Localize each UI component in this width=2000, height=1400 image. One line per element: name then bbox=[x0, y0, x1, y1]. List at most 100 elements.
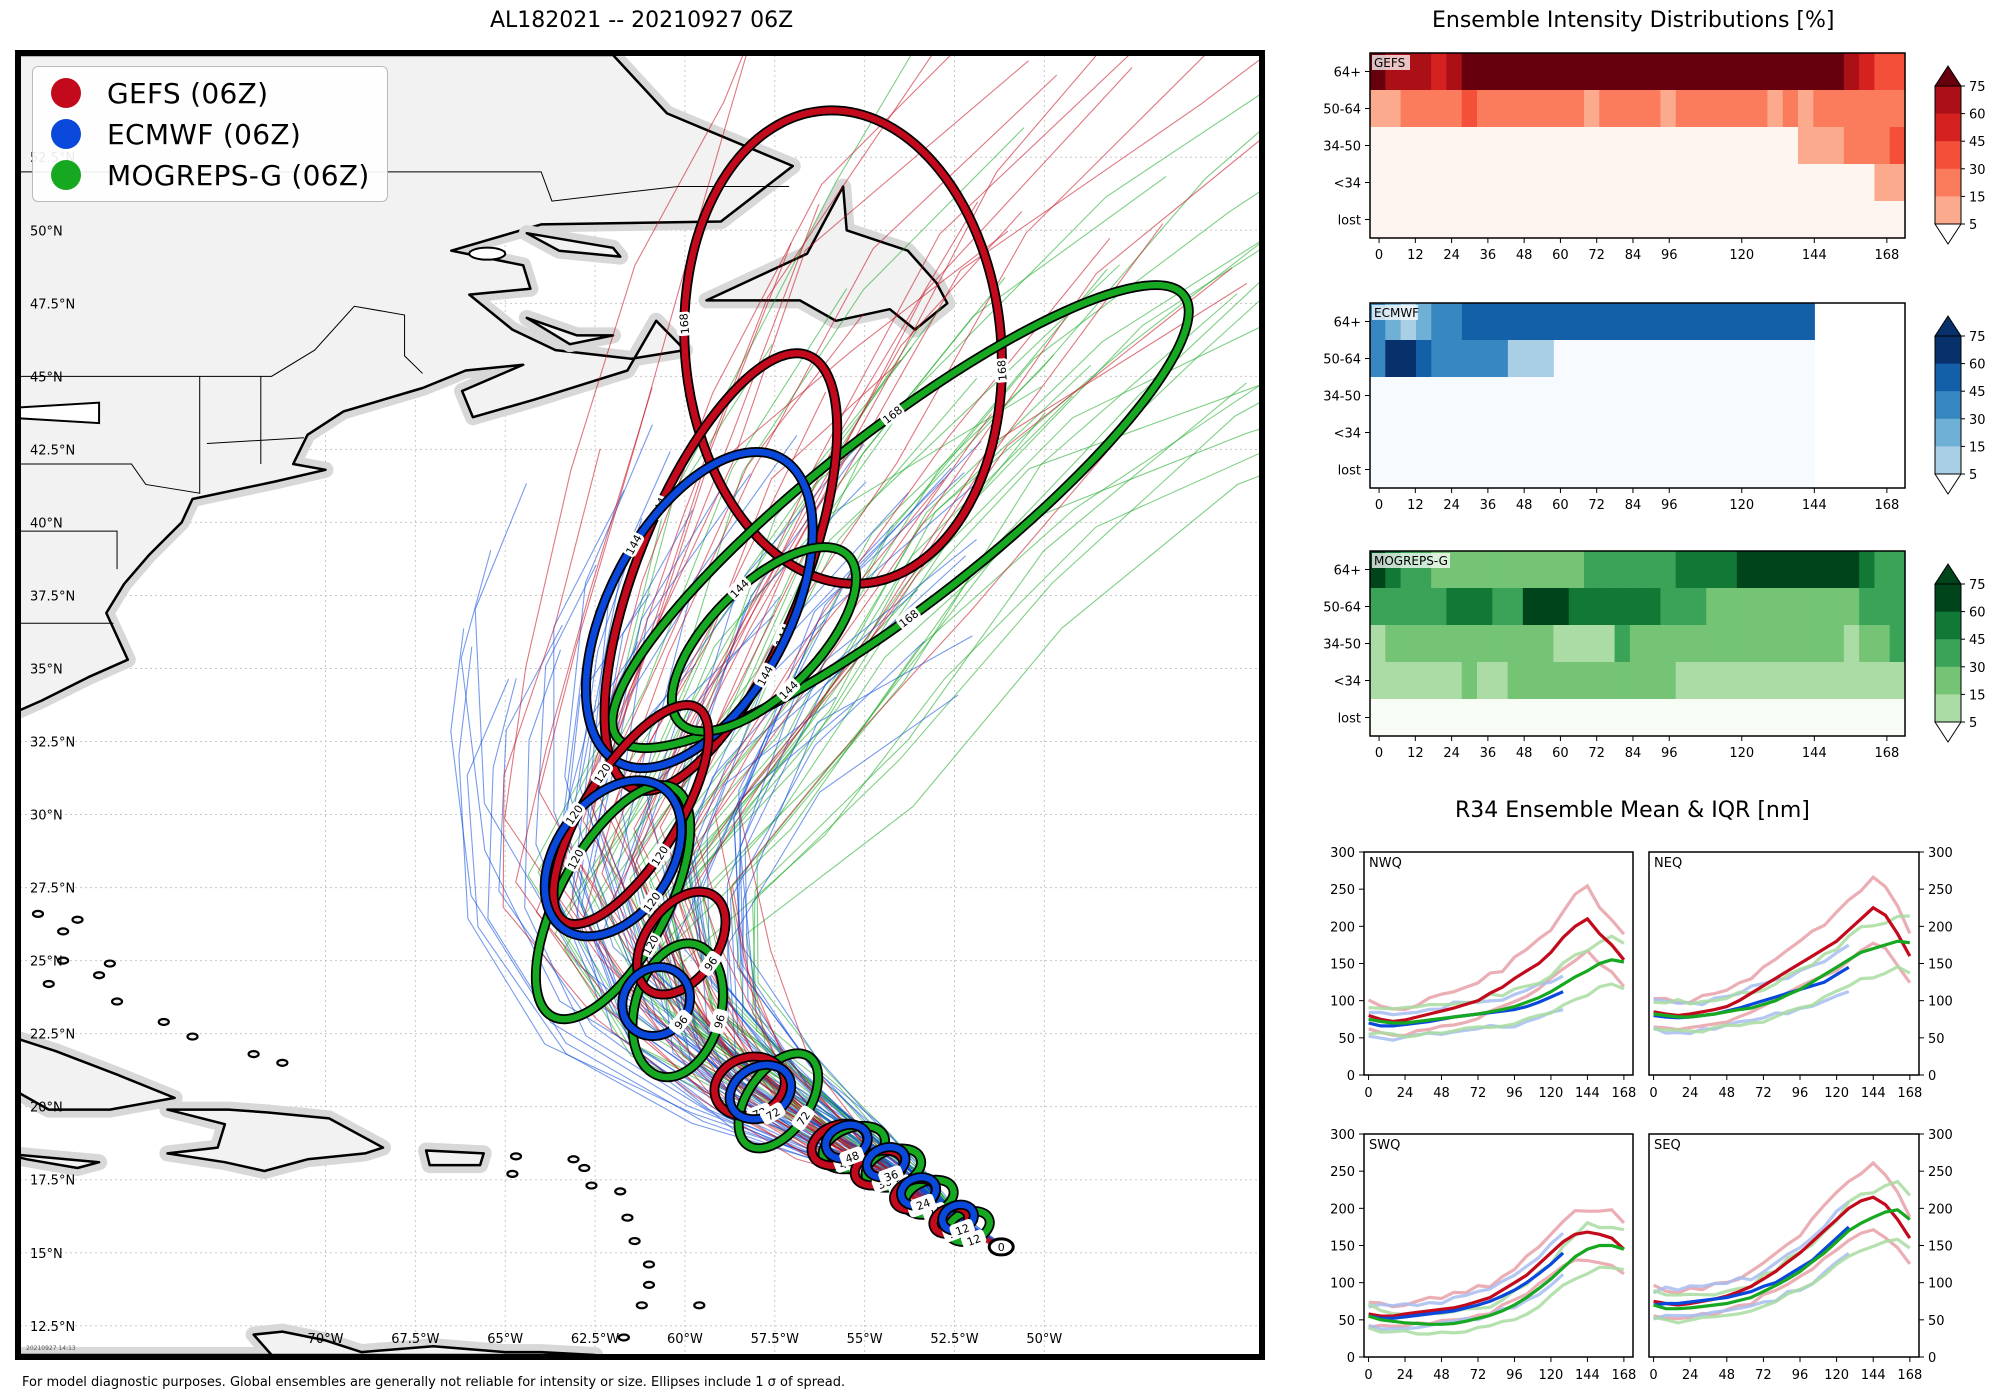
heat-cell bbox=[1431, 303, 1448, 341]
lat-label: 37.5°N bbox=[30, 589, 75, 604]
r34-x-tick-label: 72 bbox=[1470, 1086, 1487, 1101]
heat-cell bbox=[1721, 625, 1738, 663]
heat-cell bbox=[1752, 53, 1769, 91]
r34-y-tick-label: 300 bbox=[1928, 1128, 1953, 1143]
r34-y-tick-label: 250 bbox=[1330, 1165, 1355, 1180]
heat-cell bbox=[1492, 551, 1509, 589]
heat-cell bbox=[1370, 414, 1386, 452]
heat-cell bbox=[1889, 588, 1906, 626]
heat-cell bbox=[1661, 377, 1678, 415]
colorbar-tick-label: 30 bbox=[1969, 413, 1986, 428]
x-tick-label: 36 bbox=[1480, 248, 1497, 263]
heat-cell bbox=[1629, 551, 1646, 589]
r34-x-tick-label: 120 bbox=[1539, 1368, 1564, 1383]
tau-label-ecmwf: 72 bbox=[760, 1102, 786, 1125]
r34-mean-mogreps bbox=[1653, 1208, 1911, 1311]
heat-cell bbox=[1753, 340, 1769, 378]
heat-cell bbox=[1615, 303, 1632, 341]
land-hispaniola bbox=[166, 1108, 385, 1173]
heat-cell bbox=[1385, 699, 1402, 737]
heat-cell bbox=[1630, 451, 1647, 489]
tau-label-bg bbox=[668, 1009, 693, 1035]
heat-cell bbox=[1889, 625, 1906, 663]
ellipse-ring bbox=[668, 543, 860, 735]
heat-cell bbox=[1813, 127, 1830, 165]
heat-cell bbox=[1722, 414, 1739, 452]
r34-y-tick-label: 150 bbox=[1330, 958, 1355, 973]
heat-cell bbox=[1538, 90, 1555, 128]
r34-y-tick-label: 300 bbox=[1330, 1128, 1355, 1143]
heat-cell bbox=[1783, 414, 1800, 452]
heat-cell bbox=[1477, 414, 1494, 452]
legend-label-mogreps: MOGREPS-G (06Z) bbox=[107, 158, 370, 192]
heat-cell bbox=[1553, 303, 1570, 341]
row-label: 64+ bbox=[1334, 564, 1361, 579]
tau-label-text: 168 bbox=[677, 313, 692, 335]
heat-cell bbox=[1828, 588, 1845, 626]
land-island bbox=[617, 1333, 630, 1342]
heat-cell bbox=[1385, 127, 1402, 165]
heat-cell bbox=[1431, 451, 1448, 489]
heat-cell bbox=[1736, 127, 1753, 165]
colorbar-extend-top bbox=[1934, 315, 1962, 337]
r34-y-tick-label: 50 bbox=[1338, 1314, 1355, 1329]
heat-cell bbox=[1584, 699, 1600, 737]
border-us-canada bbox=[20, 305, 423, 377]
heat-cell bbox=[1721, 90, 1738, 128]
heat-cell bbox=[1492, 340, 1509, 378]
heat-cell bbox=[1538, 377, 1555, 415]
r34-iqr-low-ecmwf bbox=[1368, 1273, 1565, 1331]
r34-mean-mogreps bbox=[1653, 939, 1910, 1019]
land-island bbox=[506, 1169, 519, 1178]
land-island bbox=[42, 979, 55, 989]
x-tick-label: 168 bbox=[1874, 498, 1899, 513]
map-legend: GEFS (06Z) ECMWF (06Z) MOGREPS-G (06Z) bbox=[32, 66, 388, 202]
heat-cell bbox=[1400, 414, 1417, 452]
heat-cell bbox=[1828, 90, 1845, 128]
r34-y-tick-label: 0 bbox=[1347, 1351, 1355, 1366]
lat-label: 50°N bbox=[30, 224, 63, 239]
row-label: 64+ bbox=[1334, 316, 1361, 331]
heat-cell bbox=[1446, 588, 1463, 626]
heat-cell bbox=[1874, 53, 1891, 91]
r34-mean-gefs bbox=[1368, 916, 1626, 1024]
land-island bbox=[635, 1301, 648, 1310]
heat-cell bbox=[1599, 90, 1616, 128]
heat-cell bbox=[1691, 164, 1707, 202]
heat-cell bbox=[1614, 201, 1631, 239]
heat-cell bbox=[1874, 90, 1891, 128]
heat-cell bbox=[1676, 303, 1693, 341]
lat-label: 40°N bbox=[30, 516, 63, 531]
row-label: 50-64 bbox=[1323, 601, 1361, 616]
heat-cell bbox=[1889, 201, 1906, 239]
heat-cell bbox=[1859, 164, 1876, 202]
heat-cell bbox=[1400, 699, 1417, 737]
heat-cell bbox=[1507, 53, 1524, 91]
heat-cell bbox=[1859, 53, 1876, 91]
heat-cell bbox=[1736, 699, 1753, 737]
heat-cell bbox=[1599, 377, 1616, 415]
heat-cell bbox=[1538, 53, 1555, 91]
x-tick-label: 84 bbox=[1625, 746, 1642, 761]
heat-cell bbox=[1415, 127, 1432, 165]
heat-cell bbox=[1599, 340, 1616, 378]
heat-cell bbox=[1691, 588, 1707, 626]
x-tick-label: 96 bbox=[1661, 248, 1678, 263]
heat-cell bbox=[1584, 201, 1600, 239]
heat-cell bbox=[1461, 377, 1478, 415]
heat-cell bbox=[1675, 53, 1692, 91]
heat-cell bbox=[1492, 53, 1509, 91]
r34-y-tick-label: 200 bbox=[1928, 1202, 1953, 1217]
heat-cell bbox=[1614, 53, 1631, 91]
heat-cell bbox=[1461, 164, 1478, 202]
heat-cell bbox=[1843, 662, 1860, 700]
heat-cell bbox=[1461, 201, 1478, 239]
r34-x-tick-label: 48 bbox=[1433, 1086, 1450, 1101]
heat-cell bbox=[1783, 303, 1800, 341]
heat-cell bbox=[1721, 699, 1738, 737]
heat-cell bbox=[1431, 414, 1448, 452]
tau-label-bg bbox=[878, 1165, 904, 1186]
heat-cell bbox=[1691, 625, 1707, 663]
heat-cell bbox=[1385, 340, 1402, 378]
